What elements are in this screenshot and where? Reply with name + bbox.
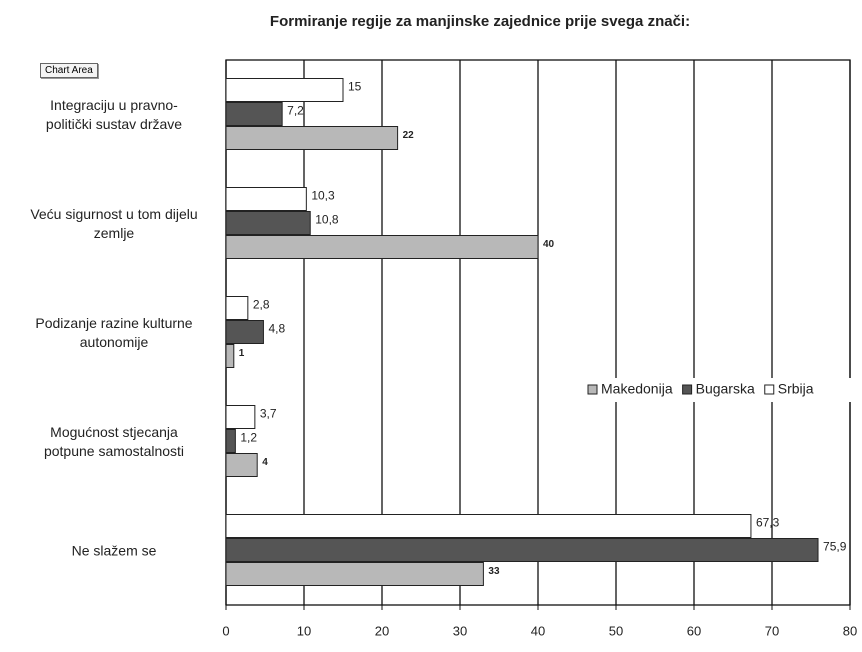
bar (225, 514, 752, 538)
legend-label: Srbija (778, 381, 814, 397)
bar (225, 296, 249, 320)
data-label: 10,3 (311, 189, 335, 203)
x-tick-label: 40 (531, 623, 545, 638)
data-label: 3,7 (260, 407, 277, 421)
x-tick-label: 20 (375, 623, 389, 638)
legend-box (580, 378, 852, 402)
bar (225, 320, 264, 344)
data-label: 10,8 (315, 213, 339, 227)
data-label: 33 (488, 566, 500, 577)
x-tick-label: 0 (222, 623, 229, 638)
bar (225, 126, 399, 150)
legend-swatch (587, 384, 598, 395)
x-tick-label: 70 (765, 623, 779, 638)
data-label: 22 (403, 130, 415, 141)
bar (225, 102, 283, 126)
y-tick-label: Ne slažem se (71, 542, 157, 558)
bar (225, 562, 484, 586)
bar (225, 538, 819, 562)
legend-label: Bugarska (696, 381, 755, 397)
data-label: 7,2 (287, 104, 304, 118)
x-tick-label: 50 (609, 623, 623, 638)
bar (225, 78, 344, 102)
data-label: 75,9 (823, 540, 847, 554)
legend-label: Makedonija (601, 381, 673, 397)
y-tick-label: Podizanje razine kulturne autonomije (35, 314, 193, 350)
chart-title: Formiranje regije za manjinske zajednice… (270, 13, 690, 30)
bar (225, 405, 256, 429)
data-label: 15 (348, 80, 362, 94)
data-label: 1 (239, 348, 245, 359)
bar (225, 211, 311, 235)
data-label: 1,2 (240, 431, 257, 445)
x-tick-label: 30 (453, 623, 467, 638)
data-label: 4,8 (268, 322, 285, 336)
legend-swatch (682, 384, 693, 395)
bar (225, 453, 258, 477)
y-tick-label: Integraciju u pravno- politički sustav d… (45, 96, 183, 132)
x-tick-label: 10 (297, 623, 311, 638)
bar (225, 187, 307, 211)
bar (225, 235, 539, 259)
x-tick-label: 60 (687, 623, 701, 638)
y-tick-label: Mogućnost stjecanja potpune samostalnost… (43, 423, 185, 459)
bar (225, 344, 235, 368)
y-tick-label: Veću sigurnost u tom dijelu zemlje (30, 205, 198, 241)
data-label: 2,8 (253, 298, 270, 312)
data-label: 67,3 (756, 516, 780, 530)
legend-swatch (764, 384, 775, 395)
bar (225, 429, 236, 453)
data-label: 4 (262, 457, 268, 468)
data-label: 40 (543, 239, 555, 250)
tooltip: Chart Area (40, 63, 98, 78)
x-tick-label: 80 (843, 623, 857, 638)
